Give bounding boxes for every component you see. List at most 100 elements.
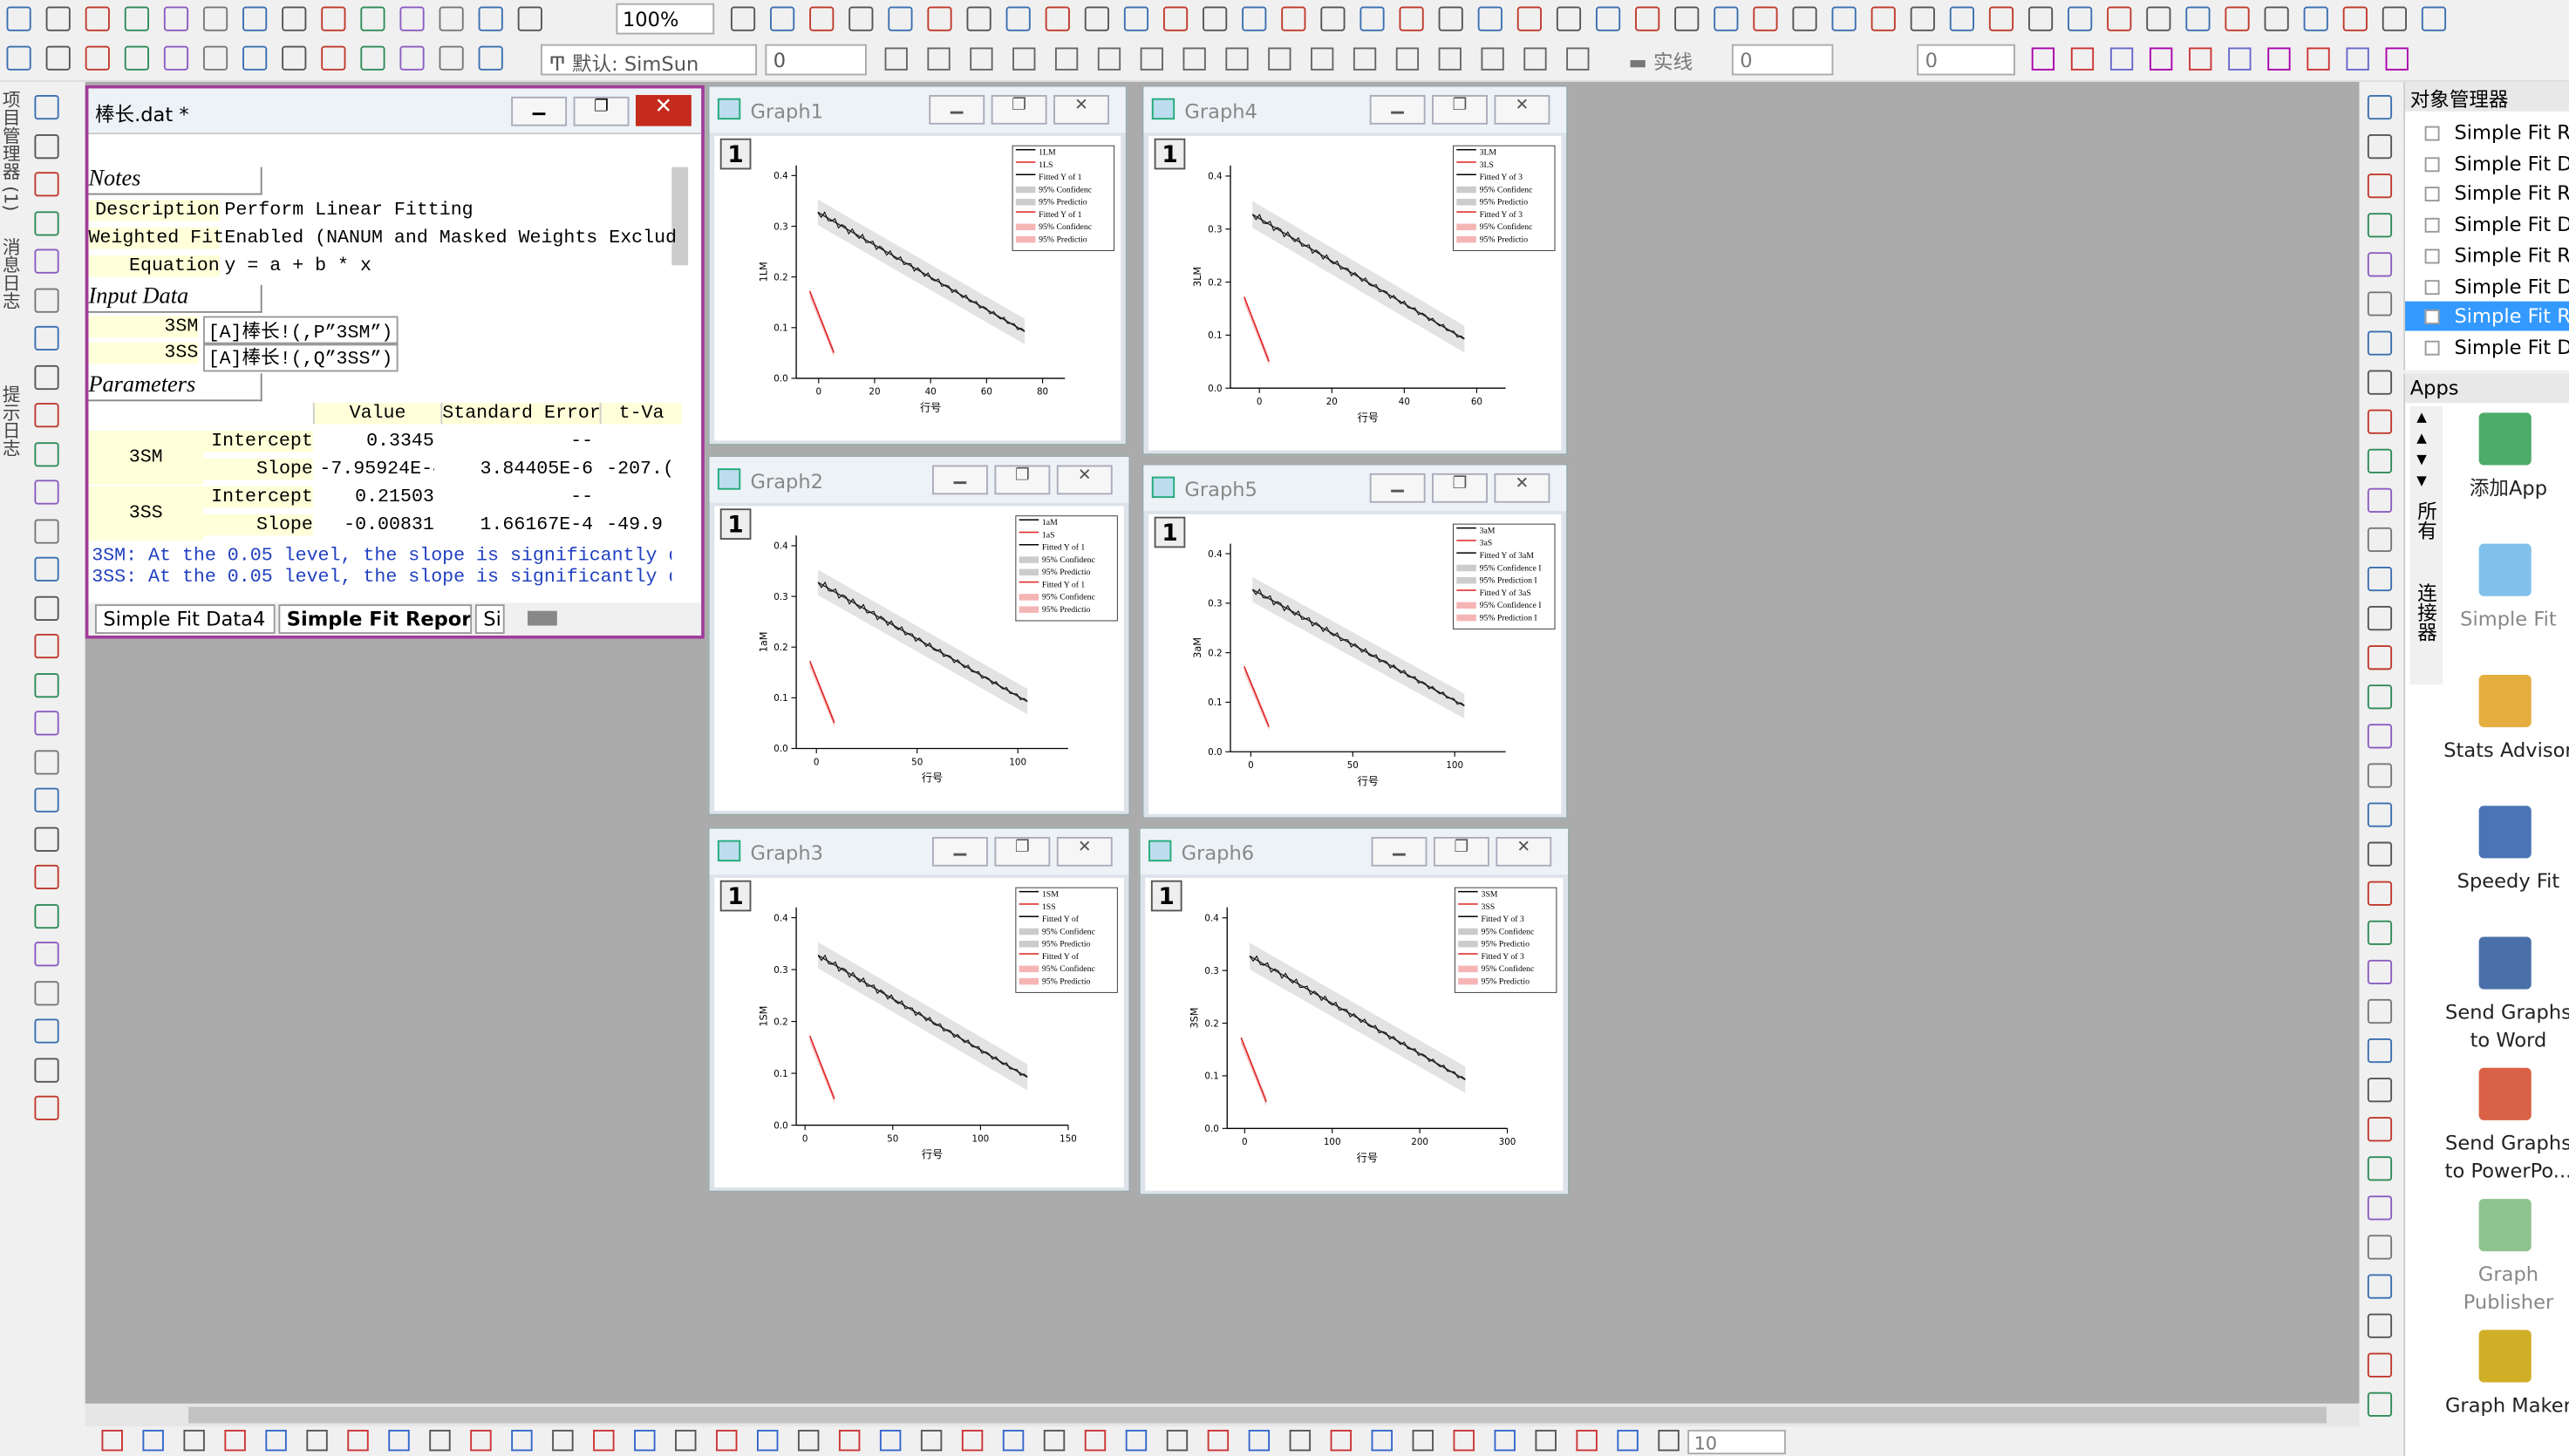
tool-icon[interactable] — [552, 1429, 574, 1452]
app-item[interactable]: Stats Advisor — [2443, 674, 2569, 799]
nav-arrow[interactable]: ▲ — [2416, 431, 2427, 446]
side-tab[interactable]: 消息日志 — [0, 237, 22, 310]
tool-icon[interactable] — [1988, 6, 2014, 31]
tool-icon[interactable] — [1166, 1429, 1189, 1452]
tool-icon[interactable] — [1576, 1429, 1598, 1452]
tool-icon[interactable] — [970, 47, 993, 71]
tool-icon[interactable] — [966, 6, 991, 31]
tool-icon[interactable] — [34, 287, 59, 312]
tool-icon[interactable] — [34, 1018, 59, 1044]
window-button[interactable]: ❐ — [991, 94, 1047, 125]
tool-icon[interactable] — [34, 210, 59, 235]
object-item[interactable]: Simple Fit Dat — [2405, 148, 2569, 179]
app-item[interactable]: Speedy Fit — [2443, 806, 2569, 930]
tool-icon[interactable] — [34, 711, 59, 736]
tool-icon[interactable] — [517, 6, 542, 31]
tool-icon[interactable] — [2225, 6, 2250, 31]
tool-icon[interactable] — [388, 1429, 410, 1452]
tool-icon[interactable] — [1097, 47, 1121, 71]
tool-icon[interactable] — [1477, 6, 1503, 31]
tool-icon[interactable] — [1005, 6, 1031, 31]
tool-icon[interactable] — [2367, 252, 2393, 277]
tool-icon[interactable] — [1617, 1429, 1639, 1452]
object-item[interactable]: Simple Fit Dat — [2405, 209, 2569, 240]
tool-icon[interactable] — [884, 47, 908, 71]
graph-icon[interactable] — [717, 468, 741, 490]
graph-icon[interactable] — [717, 840, 741, 862]
tool-icon[interactable] — [927, 6, 952, 31]
tool-icon[interactable] — [1012, 47, 1036, 71]
tool-icon[interactable] — [2367, 802, 2393, 827]
tool-icon[interactable] — [2367, 409, 2393, 434]
object-item[interactable]: Simple Fit Rep — [2405, 240, 2569, 270]
tool-icon[interactable] — [1453, 1429, 1475, 1452]
tool-icon[interactable] — [1635, 6, 1660, 31]
tool-icon[interactable] — [1084, 6, 1109, 31]
object-item[interactable]: Simple Fit Rep — [2405, 118, 2569, 148]
tool-icon[interactable] — [242, 45, 268, 71]
window-button[interactable]: ❐ — [1433, 836, 1489, 867]
font-box[interactable]: Ͳ 默认: SimSun — [541, 44, 758, 76]
tool-icon[interactable] — [478, 45, 503, 71]
window-button[interactable]: ▁ — [932, 836, 988, 867]
tool-icon[interactable] — [2068, 6, 2093, 31]
tool-icon[interactable] — [439, 45, 464, 71]
tool-icon[interactable] — [101, 1429, 123, 1452]
tool-icon[interactable] — [2367, 1078, 2393, 1103]
tool-icon[interactable] — [1281, 6, 1306, 31]
tool-icon[interactable] — [2342, 6, 2368, 31]
tool-icon[interactable] — [2367, 841, 2393, 867]
tool-icon[interactable] — [470, 1429, 492, 1452]
sheet-tab[interactable]: Simple Fit Report5 — [278, 604, 473, 634]
tool-icon[interactable] — [593, 1429, 615, 1452]
tool-icon[interactable] — [2421, 6, 2447, 31]
tool-icon[interactable] — [2367, 1352, 2393, 1378]
tool-icon[interactable] — [2382, 6, 2407, 31]
tool-icon[interactable] — [45, 45, 71, 71]
tool-icon[interactable] — [34, 556, 59, 582]
tool-icon[interactable] — [2367, 1313, 2393, 1338]
side-tab[interactable]: 连接器 — [2415, 582, 2438, 643]
tool-icon[interactable] — [34, 1057, 59, 1082]
tool-icon[interactable] — [202, 6, 228, 31]
tool-icon[interactable] — [2367, 1235, 2393, 1260]
tool-icon[interactable] — [1123, 6, 1149, 31]
tab-scroll[interactable] — [527, 610, 557, 626]
bottom-size-box[interactable]: 10 — [1687, 1429, 1786, 1455]
tool-icon[interactable] — [34, 903, 59, 929]
tool-icon[interactable] — [347, 1429, 369, 1452]
tool-icon[interactable] — [675, 1429, 697, 1452]
tool-icon[interactable] — [1535, 1429, 1557, 1452]
tool-icon[interactable] — [34, 403, 59, 428]
tool-icon[interactable] — [34, 441, 59, 466]
tool-icon[interactable] — [1516, 6, 1542, 31]
tool-icon[interactable] — [1225, 47, 1249, 71]
tool-icon[interactable] — [1412, 1429, 1434, 1452]
nav-arrow[interactable]: ▼ — [2416, 473, 2427, 488]
tool-icon[interactable] — [1494, 1429, 1516, 1452]
app-item[interactable]: Send Graphs to Word — [2443, 936, 2569, 1062]
tool-icon[interactable] — [34, 133, 59, 159]
app-item[interactable]: Simple Fit — [2443, 543, 2569, 669]
tool-icon[interactable] — [202, 45, 228, 71]
tool-icon[interactable] — [399, 6, 425, 31]
tool-icon[interactable] — [2109, 47, 2134, 71]
side-tab[interactable]: 所有 — [2415, 500, 2438, 541]
tool-icon[interactable] — [34, 595, 59, 621]
tool-icon[interactable] — [1399, 6, 1424, 31]
tool-icon[interactable] — [306, 1429, 328, 1452]
tool-icon[interactable] — [2264, 6, 2289, 31]
window-button[interactable]: ✕ — [1056, 836, 1113, 867]
tool-icon[interactable] — [282, 45, 307, 71]
nav-arrow[interactable]: ▼ — [2416, 452, 2427, 467]
tool-icon[interactable] — [1523, 47, 1547, 71]
tool-icon[interactable] — [2367, 724, 2393, 749]
line-width-box[interactable]: 0 — [1731, 44, 1834, 76]
tool-icon[interactable] — [2367, 448, 2393, 473]
tool-icon[interactable] — [1792, 6, 1817, 31]
tool-icon[interactable] — [2367, 1274, 2393, 1299]
tool-icon[interactable] — [265, 1429, 287, 1452]
tool-icon[interactable] — [1002, 1429, 1025, 1452]
window-button[interactable]: ✕ — [1056, 465, 1113, 495]
tool-icon[interactable] — [34, 826, 59, 851]
